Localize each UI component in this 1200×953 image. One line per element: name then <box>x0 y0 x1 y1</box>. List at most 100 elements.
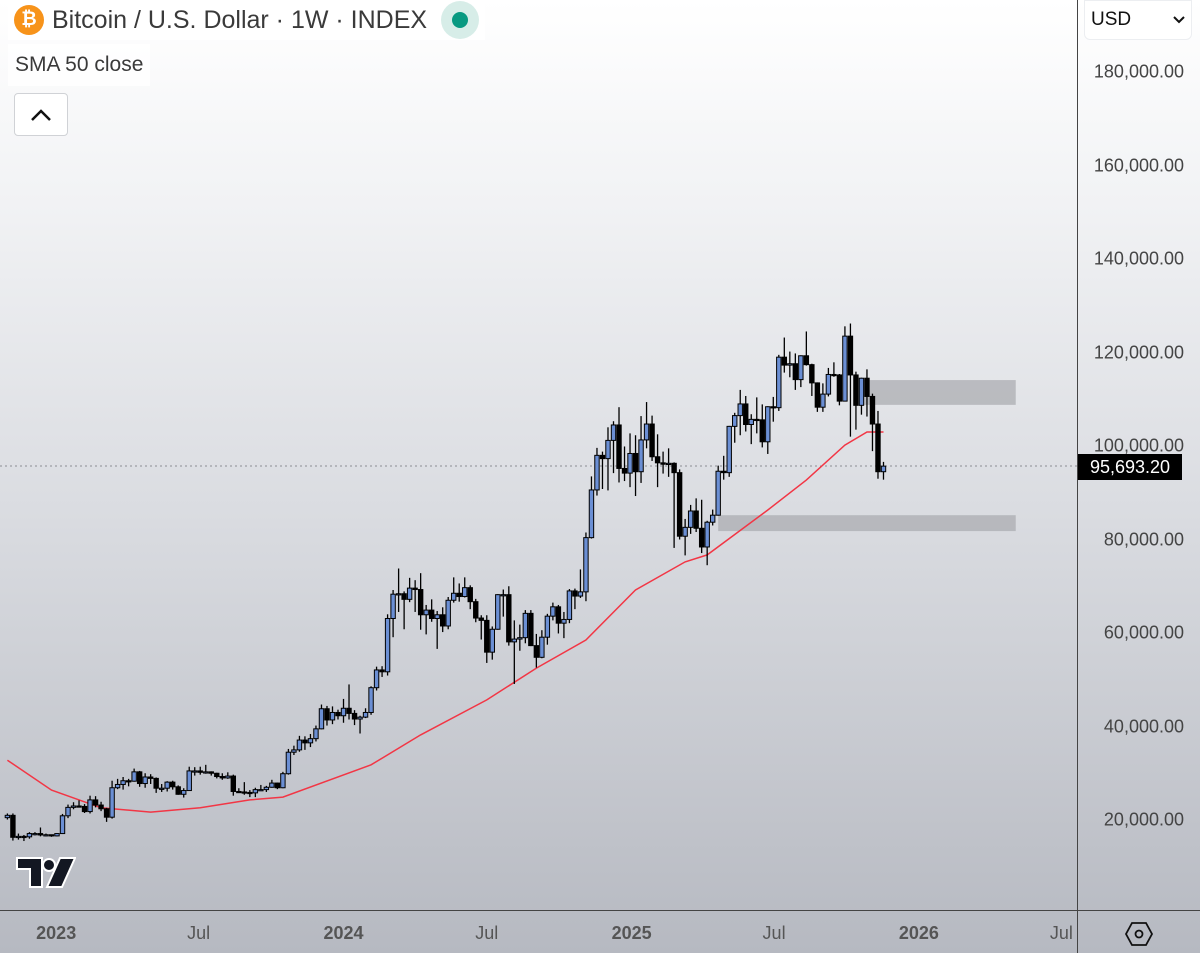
candle <box>594 447 600 496</box>
candle <box>335 709 341 720</box>
candle <box>759 404 765 448</box>
candle-body <box>170 781 176 788</box>
candle-body <box>142 776 148 785</box>
candle <box>693 498 699 533</box>
candle-body <box>709 514 716 523</box>
candle-body <box>743 403 749 425</box>
collapse-legend-button[interactable] <box>14 93 68 136</box>
candle <box>175 785 181 795</box>
candle-body <box>32 833 38 836</box>
candle <box>732 412 738 443</box>
candle-body <box>638 439 644 473</box>
candle <box>192 767 198 776</box>
candle-body <box>296 739 303 751</box>
candle-body <box>181 790 187 795</box>
candle <box>142 773 148 788</box>
candle <box>676 469 683 540</box>
candle <box>417 573 424 630</box>
price-tick-label: 180,000.00 <box>1093 61 1184 82</box>
candle-body <box>588 489 595 539</box>
candle <box>754 397 760 434</box>
candle <box>87 795 93 814</box>
candle <box>836 374 843 406</box>
candle <box>473 598 479 623</box>
candle-body <box>732 415 738 427</box>
candle-body <box>280 773 286 789</box>
candle-body <box>517 637 523 640</box>
candle-body <box>858 377 865 406</box>
candle <box>10 813 16 841</box>
candle-body <box>693 510 699 529</box>
candle-body <box>175 786 181 795</box>
candle-body <box>467 587 473 603</box>
market-status-icon[interactable] <box>441 1 480 39</box>
candle <box>412 580 418 612</box>
candle-body <box>770 406 776 409</box>
candle-body <box>803 355 810 366</box>
candle-body <box>577 591 584 597</box>
candle-body <box>258 789 264 792</box>
time-tick-label: 2023 <box>36 923 77 943</box>
candle-body <box>853 374 859 406</box>
chevron-up-icon <box>31 108 51 121</box>
candle <box>610 421 617 474</box>
candle-body <box>869 395 876 425</box>
candle-body <box>192 770 198 773</box>
price-tick-label: 140,000.00 <box>1093 248 1184 269</box>
candle-body <box>765 406 771 443</box>
candle <box>285 748 292 775</box>
time-tick-label: 2026 <box>898 923 939 943</box>
candle-body <box>776 356 782 409</box>
indicator-legend-sma[interactable]: SMA 50 close <box>8 44 151 86</box>
candle-body <box>274 782 281 789</box>
candle-body <box>59 815 66 835</box>
candle-body <box>197 770 203 773</box>
candle-body <box>368 687 374 713</box>
candle-body <box>737 403 743 417</box>
candle <box>500 589 507 617</box>
price-tick-label: 40,000.00 <box>1103 716 1184 736</box>
candle-body <box>583 537 589 593</box>
symbol-legend[interactable]: ₿ Bitcoin / U.S. Dollar · 1W · INDEX <box>8 0 486 40</box>
candle <box>643 402 650 449</box>
candle-body <box>87 799 93 813</box>
candle-body <box>307 738 314 744</box>
time-tick-label: Jul <box>475 923 499 943</box>
price-tick-label: 20,000.00 <box>1103 809 1184 830</box>
candle-body <box>759 419 765 443</box>
candle-body <box>65 806 71 817</box>
candle-body <box>704 521 710 548</box>
candle-body <box>357 716 363 720</box>
candle-body <box>340 707 347 717</box>
candle-body <box>748 418 754 425</box>
candle-body <box>158 787 165 790</box>
hexagon-settings-icon[interactable] <box>1124 920 1154 948</box>
candle <box>484 615 490 663</box>
candle-body <box>721 470 727 474</box>
candle <box>203 764 209 774</box>
candle <box>428 599 435 622</box>
candle <box>59 813 66 835</box>
candle <box>351 710 358 726</box>
currency-select[interactable]: USD <box>1084 0 1192 40</box>
candle-body <box>109 787 115 818</box>
candle-body <box>384 618 391 673</box>
candle <box>858 377 865 415</box>
candle <box>136 770 143 787</box>
candle <box>853 371 859 430</box>
candle <box>373 666 380 691</box>
candle <box>704 520 710 566</box>
candle <box>462 577 468 598</box>
candle <box>577 569 584 598</box>
candle-body <box>798 355 804 381</box>
candle <box>616 407 622 483</box>
candle <box>781 337 788 373</box>
candle <box>809 363 815 396</box>
symbol-title: Bitcoin / U.S. Dollar · 1W · INDEX <box>52 5 428 34</box>
candle-body <box>539 636 545 658</box>
candle <box>236 788 242 794</box>
candle-body <box>302 739 308 744</box>
candle <box>665 448 672 477</box>
candle-body <box>809 364 815 384</box>
